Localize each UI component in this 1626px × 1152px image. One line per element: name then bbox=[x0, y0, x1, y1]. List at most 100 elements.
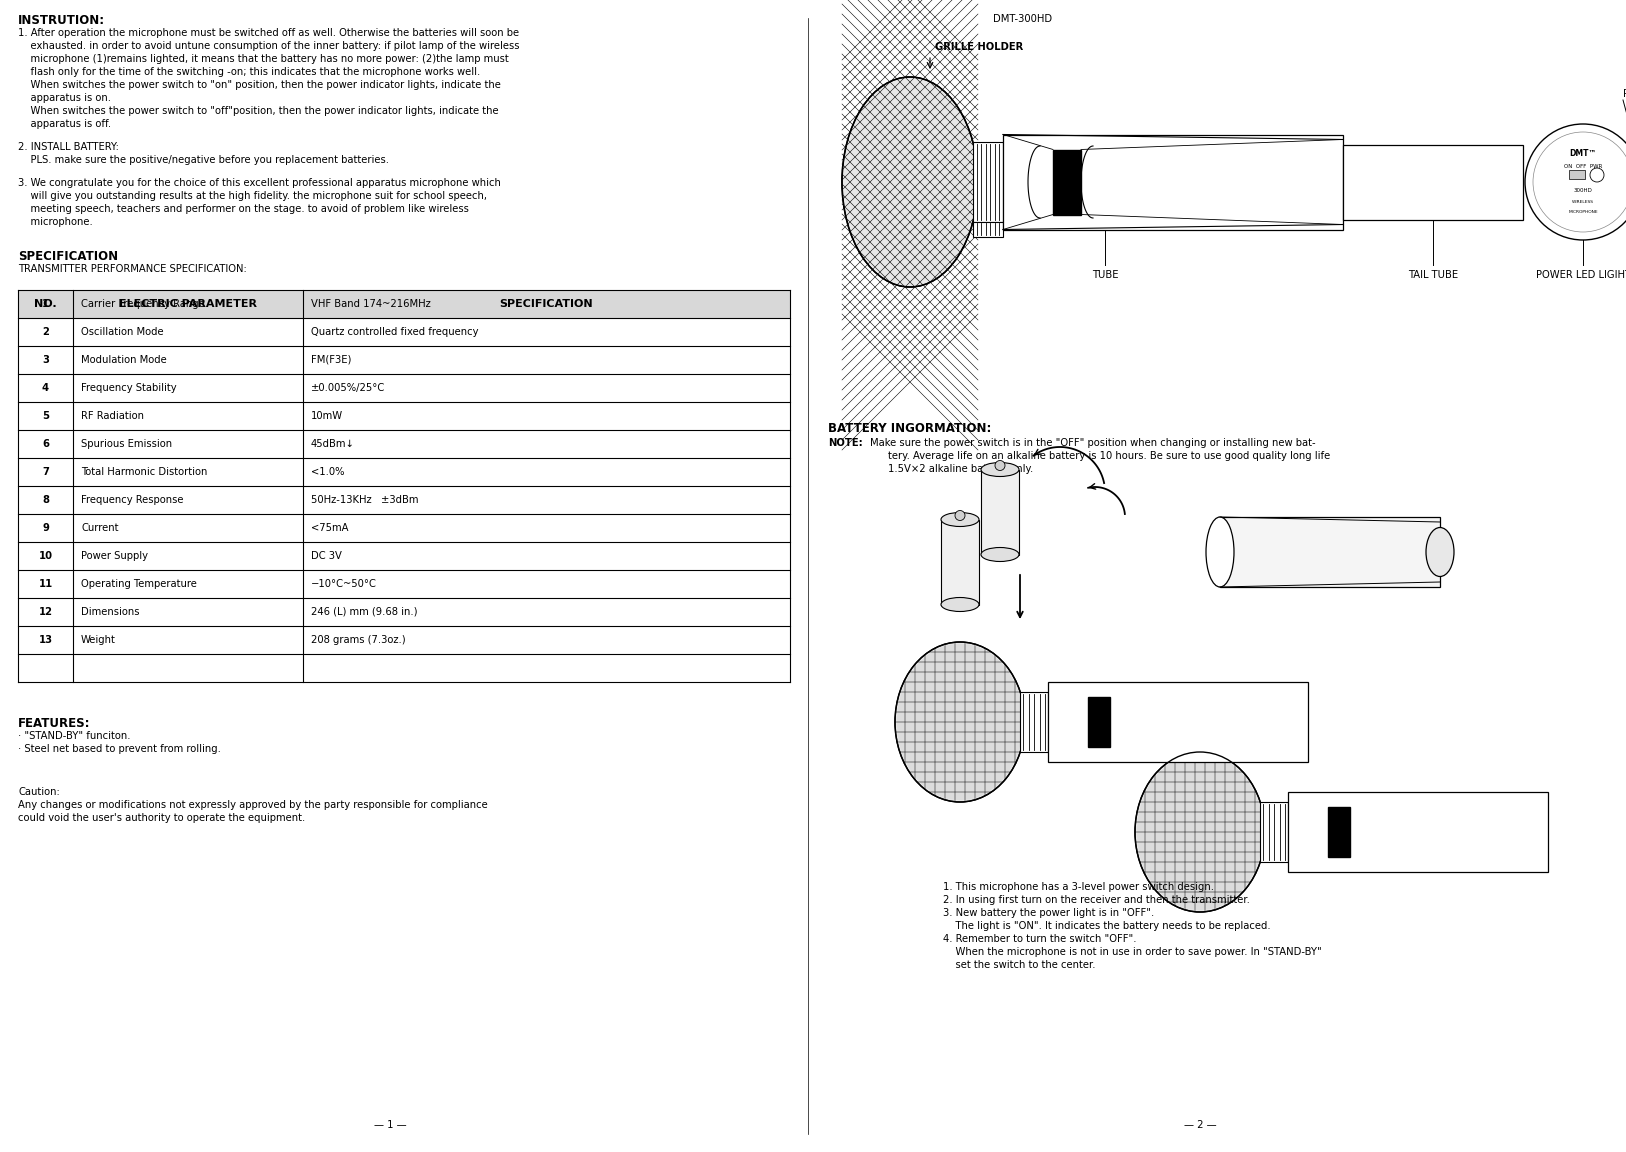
Text: 10mW: 10mW bbox=[311, 411, 343, 420]
Text: 4: 4 bbox=[42, 382, 49, 393]
Bar bbox=[1343, 144, 1524, 220]
Text: INSTRUTION:: INSTRUTION: bbox=[18, 14, 106, 26]
Text: Quartz controlled fixed frequency: Quartz controlled fixed frequency bbox=[311, 327, 478, 338]
Text: POWER LED LIGIHT: POWER LED LIGIHT bbox=[1535, 270, 1626, 280]
Text: Current: Current bbox=[81, 523, 119, 533]
Text: 12: 12 bbox=[39, 607, 52, 617]
Text: 4. Remember to turn the switch "OFF".: 4. Remember to turn the switch "OFF". bbox=[943, 934, 1137, 943]
Text: DMT-300HD: DMT-300HD bbox=[993, 14, 1052, 24]
Text: Dimensions: Dimensions bbox=[81, 607, 140, 617]
Circle shape bbox=[995, 461, 1005, 470]
Text: 45dBm↓: 45dBm↓ bbox=[311, 439, 354, 449]
Text: 2. In using first turn on the receiver and then the transmitter.: 2. In using first turn on the receiver a… bbox=[943, 895, 1250, 905]
Text: Frequency Response: Frequency Response bbox=[81, 495, 184, 505]
Text: 1.5V×2 alkaline battery only.: 1.5V×2 alkaline battery only. bbox=[888, 464, 1033, 473]
Text: · Steel net based to prevent from rolling.: · Steel net based to prevent from rollin… bbox=[18, 744, 221, 755]
Text: 3. New battery the power light is in "OFF".: 3. New battery the power light is in "OF… bbox=[943, 908, 1154, 918]
Text: Power Supply: Power Supply bbox=[81, 551, 148, 561]
Bar bbox=[1220, 517, 1441, 588]
Bar bbox=[1049, 682, 1307, 761]
Text: WIRELESS: WIRELESS bbox=[1572, 200, 1593, 204]
Text: Any changes or modifications not expressly approved by the party responsible for: Any changes or modifications not express… bbox=[18, 799, 488, 810]
Text: DMT™: DMT™ bbox=[1569, 150, 1597, 159]
Text: ELECTRIC PARAMETER: ELECTRIC PARAMETER bbox=[119, 300, 257, 309]
Bar bbox=[941, 520, 979, 605]
Text: — 2 —: — 2 — bbox=[1184, 1120, 1216, 1130]
Bar bbox=[1260, 802, 1288, 862]
Text: Modulation Mode: Modulation Mode bbox=[81, 355, 167, 365]
Text: Oscillation Mode: Oscillation Mode bbox=[81, 327, 164, 338]
Circle shape bbox=[1525, 124, 1626, 240]
Text: BATTERY INGORMATION:: BATTERY INGORMATION: bbox=[828, 422, 992, 435]
Text: flash only for the time of the switching -on; this indicates that the microphone: flash only for the time of the switching… bbox=[18, 67, 480, 77]
Text: Spurious Emission: Spurious Emission bbox=[81, 439, 172, 449]
Text: meeting speech, teachers and performer on the stage. to avoid of problem like wi: meeting speech, teachers and performer o… bbox=[18, 204, 468, 214]
Text: — 1 —: — 1 — bbox=[374, 1120, 406, 1130]
Text: set the switch to the center.: set the switch to the center. bbox=[943, 960, 1096, 970]
Text: 50Hz-13KHz   ±3dBm: 50Hz-13KHz ±3dBm bbox=[311, 495, 418, 505]
Circle shape bbox=[1590, 168, 1603, 182]
Text: NOTE:: NOTE: bbox=[828, 438, 863, 448]
Bar bbox=[1569, 170, 1585, 179]
Ellipse shape bbox=[842, 78, 977, 286]
Text: 1. After operation the microphone must be switched off as well. Otherwise the ba: 1. After operation the microphone must b… bbox=[18, 28, 519, 38]
Text: <1.0%: <1.0% bbox=[311, 467, 345, 477]
Text: Operating Temperature: Operating Temperature bbox=[81, 579, 197, 589]
Bar bbox=[1020, 692, 1049, 752]
Circle shape bbox=[954, 510, 964, 521]
Ellipse shape bbox=[980, 547, 1020, 561]
Text: Weight: Weight bbox=[81, 635, 115, 645]
Ellipse shape bbox=[941, 598, 979, 612]
Text: −10°C~50°C: −10°C~50°C bbox=[311, 579, 377, 589]
Text: 10: 10 bbox=[39, 551, 52, 561]
Bar bbox=[980, 470, 1020, 554]
Ellipse shape bbox=[898, 644, 1023, 799]
Text: tery. Average life on an alkaline battery is 10 hours. Be sure to use good quali: tery. Average life on an alkaline batter… bbox=[888, 450, 1330, 461]
Text: could void the user's authority to operate the equipment.: could void the user's authority to opera… bbox=[18, 813, 306, 823]
Text: Frequency Stability: Frequency Stability bbox=[81, 382, 177, 393]
Bar bbox=[18, 290, 790, 318]
Text: ±0.005%/25°C: ±0.005%/25°C bbox=[311, 382, 385, 393]
Ellipse shape bbox=[894, 642, 1024, 802]
Ellipse shape bbox=[980, 462, 1020, 477]
Text: The light is "ON". It indicates the battery needs to be replaced.: The light is "ON". It indicates the batt… bbox=[943, 920, 1270, 931]
Text: 246 (L) mm (9.68 in.): 246 (L) mm (9.68 in.) bbox=[311, 607, 418, 617]
Text: 13: 13 bbox=[39, 635, 52, 645]
Text: FM(F3E): FM(F3E) bbox=[311, 355, 351, 365]
Text: 1. This microphone has a 3-level power switch design.: 1. This microphone has a 3-level power s… bbox=[943, 882, 1215, 892]
Text: MICROPHONE: MICROPHONE bbox=[1567, 210, 1598, 214]
Ellipse shape bbox=[1137, 755, 1263, 910]
Text: Make sure the power switch is in the "OFF" position when changing or installing : Make sure the power switch is in the "OF… bbox=[870, 438, 1315, 448]
Ellipse shape bbox=[941, 513, 979, 526]
Bar bbox=[1054, 150, 1081, 214]
Text: PSWITCH: PSWITCH bbox=[1623, 89, 1626, 99]
Ellipse shape bbox=[842, 77, 977, 287]
Ellipse shape bbox=[1135, 752, 1265, 912]
Text: will give you outstanding results at the high fidelity. the microphone suit for : will give you outstanding results at the… bbox=[18, 191, 488, 200]
Text: 3. We congratulate you for the choice of this excellent professional apparatus m: 3. We congratulate you for the choice of… bbox=[18, 179, 501, 188]
Text: SPECIFICATION: SPECIFICATION bbox=[18, 250, 119, 263]
Text: 3: 3 bbox=[42, 355, 49, 365]
Text: 208 grams (7.3oz.): 208 grams (7.3oz.) bbox=[311, 635, 405, 645]
Text: FEATURES:: FEATURES: bbox=[18, 717, 91, 730]
Text: TRANSMITTER PERFORMANCE SPECIFICATION:: TRANSMITTER PERFORMANCE SPECIFICATION: bbox=[18, 264, 247, 274]
Text: 8: 8 bbox=[42, 495, 49, 505]
Text: 6: 6 bbox=[42, 439, 49, 449]
Bar bbox=[1003, 135, 1343, 229]
Text: SPECIFICATION: SPECIFICATION bbox=[499, 300, 593, 309]
Text: PLS. make sure the positive/negative before you replacement batteries.: PLS. make sure the positive/negative bef… bbox=[18, 156, 389, 165]
Text: microphone (1)remains lighted, it means that the battery has no more power: (2)t: microphone (1)remains lighted, it means … bbox=[18, 54, 509, 65]
Text: 5: 5 bbox=[42, 411, 49, 420]
Text: GRILLE HOLDER: GRILLE HOLDER bbox=[935, 41, 1023, 52]
Text: Carrier Frequency Range: Carrier Frequency Range bbox=[81, 300, 205, 309]
Text: NO.: NO. bbox=[34, 300, 57, 309]
Text: TUBE: TUBE bbox=[1091, 270, 1119, 280]
Text: 11: 11 bbox=[39, 579, 52, 589]
Bar bbox=[1088, 697, 1111, 746]
Text: 9: 9 bbox=[42, 523, 49, 533]
Text: RF Radiation: RF Radiation bbox=[81, 411, 145, 420]
Text: Caution:: Caution: bbox=[18, 787, 60, 797]
Text: ON  OFF  PWR: ON OFF PWR bbox=[1564, 164, 1602, 168]
Text: Total Harmonic Distortion: Total Harmonic Distortion bbox=[81, 467, 208, 477]
Ellipse shape bbox=[1206, 517, 1234, 588]
